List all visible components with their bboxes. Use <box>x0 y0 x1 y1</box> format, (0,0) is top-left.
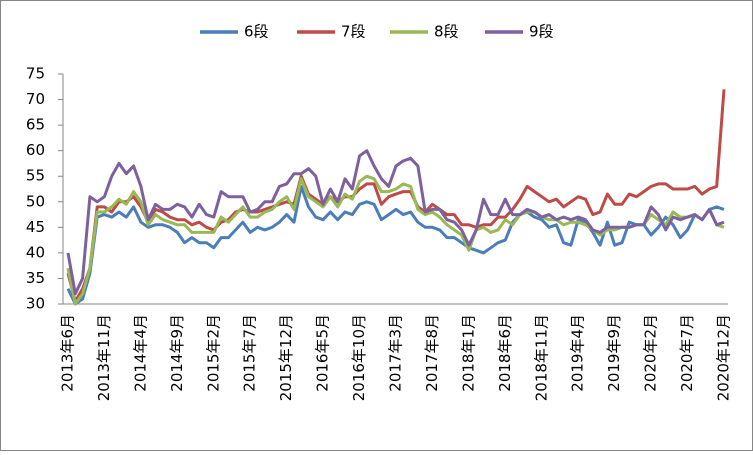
y-tick-label: 40 <box>26 243 45 261</box>
series-line <box>66 184 725 306</box>
x-tick-label: 2020年2月 <box>642 314 660 392</box>
x-tick-label: 2014年4月 <box>131 314 149 392</box>
x-tick-label: 2017年8月 <box>423 314 441 392</box>
y-tick-label: 65 <box>26 116 45 134</box>
x-tick-label: 2014年9月 <box>168 314 186 392</box>
x-tick-label: 2016年10月 <box>350 314 368 401</box>
y-tick-label: 55 <box>26 167 45 185</box>
x-tick-label: 2018年6月 <box>496 314 514 392</box>
y-tick-label: 75 <box>26 65 45 83</box>
x-tick-label: 2015年2月 <box>204 314 222 392</box>
series-line <box>66 149 725 296</box>
y-tick-label: 30 <box>26 295 45 313</box>
series-line <box>66 89 726 303</box>
x-tick-label: 2019年9月 <box>605 314 623 392</box>
x-tick-label: 2015年12月 <box>277 314 295 401</box>
y-tick-label: 60 <box>26 141 45 159</box>
y-tick-label: 45 <box>26 218 45 236</box>
series-line <box>66 174 725 306</box>
legend-label: 9段 <box>529 23 554 41</box>
x-tick-label: 2017年3月 <box>387 314 405 392</box>
legend-label: 6段 <box>244 23 269 41</box>
x-tick-label: 2015年7月 <box>241 314 259 392</box>
y-tick-label: 35 <box>26 269 45 287</box>
x-tick-label: 2019年4月 <box>569 314 587 392</box>
x-tick-label: 2020年12月 <box>715 314 733 401</box>
x-tick-label: 2016年5月 <box>314 314 332 392</box>
y-tick-label: 70 <box>26 90 45 108</box>
x-tick-label: 2018年11月 <box>532 314 550 401</box>
x-tick-label: 2013年6月 <box>59 314 77 392</box>
x-tick-label: 2020年7月 <box>678 314 696 392</box>
x-tick-label: 2013年11月 <box>95 314 113 401</box>
legend-label: 8段 <box>434 23 459 41</box>
x-tick-label: 2018年1月 <box>459 314 477 392</box>
legend-label: 7段 <box>341 23 366 41</box>
y-tick-label: 50 <box>26 192 45 210</box>
